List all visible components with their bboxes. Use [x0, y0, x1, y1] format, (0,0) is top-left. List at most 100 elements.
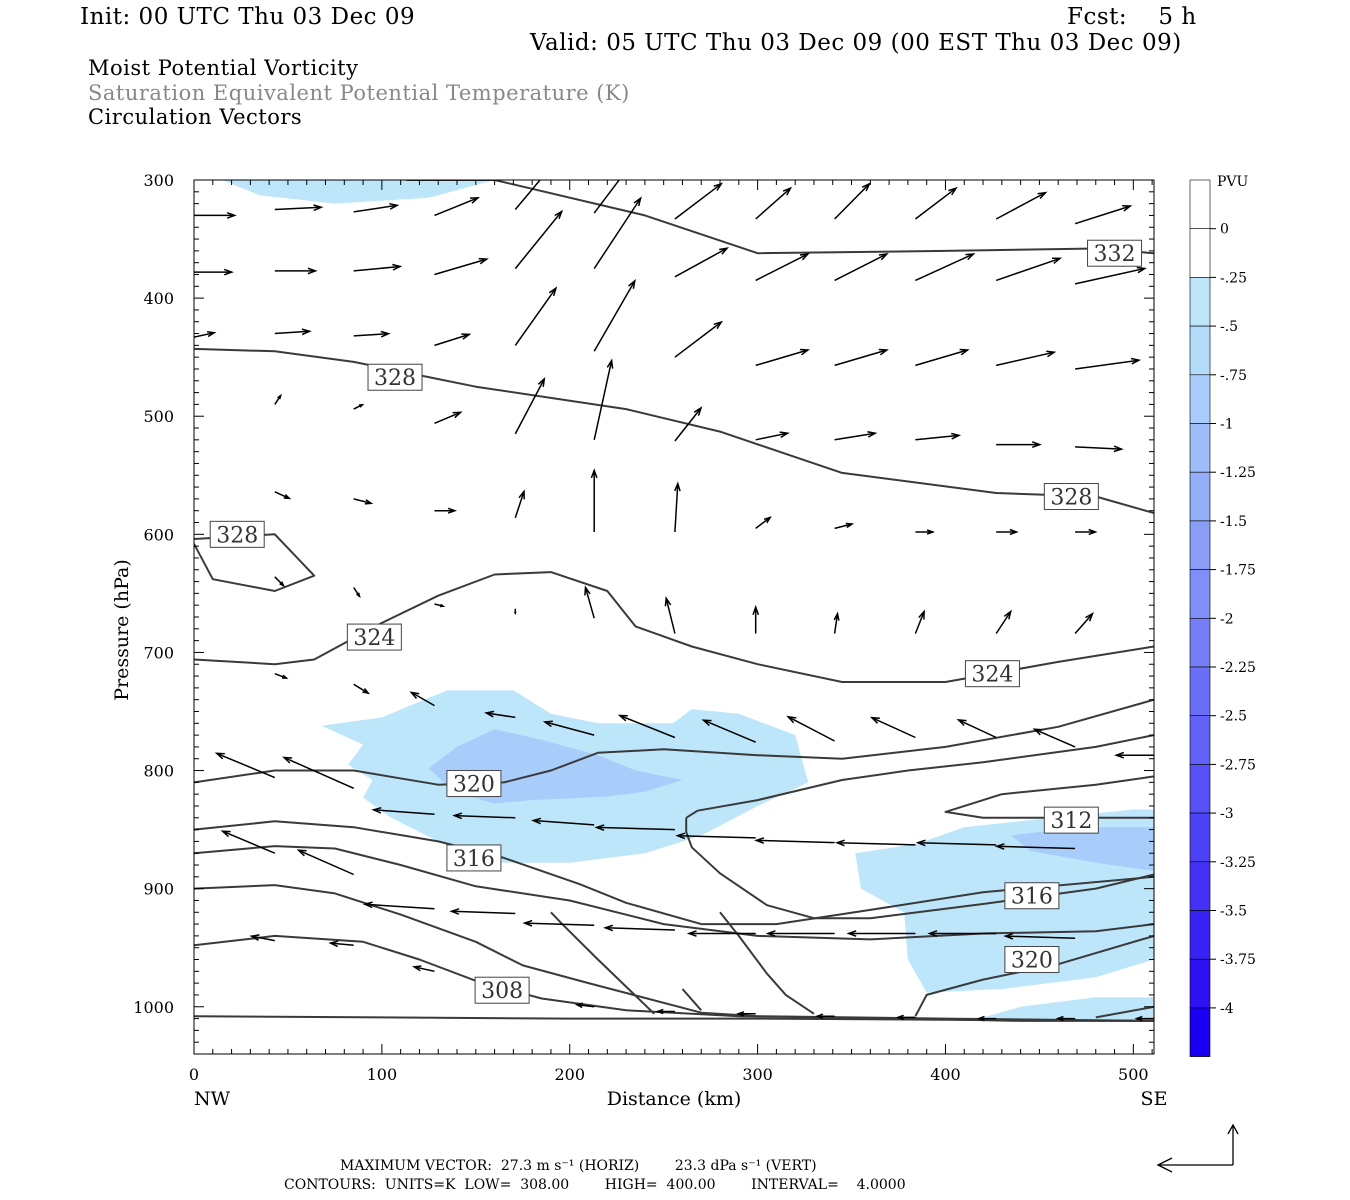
circulation-vector [736, 1011, 756, 1017]
x-tick-label: 400 [930, 1065, 961, 1084]
circulation-vector [976, 1015, 997, 1022]
contour-label: 320 [1011, 949, 1053, 974]
y-tick-label: 800 [143, 762, 174, 781]
circulation-vector [371, 806, 435, 815]
pv-region-0 [222, 180, 495, 204]
theta-contour-11 [719, 911, 815, 1015]
theta-contour-14 [685, 734, 1154, 819]
colorbar-swatch [1189, 277, 1211, 327]
circulation-vector [675, 832, 756, 840]
circulation-vector [328, 940, 354, 948]
theta-contour-5 [194, 820, 1154, 926]
circulation-vector [593, 279, 636, 352]
contour-label-box [446, 770, 502, 798]
contour-label: 324 [971, 663, 1013, 688]
colorbar-swatch [1189, 325, 1211, 376]
colorbar-tick-label: 0 [1220, 222, 1229, 238]
x-axis-label: Distance (km) [607, 1088, 742, 1110]
circulation-vector [1074, 357, 1142, 370]
circulation-vector [996, 528, 1019, 536]
circulation-vector [188, 560, 194, 561]
circulation-vector [1003, 932, 1076, 940]
circulation-vector [194, 268, 234, 276]
colorbar-swatch [1189, 569, 1211, 619]
pv-region-4 [1011, 827, 1154, 871]
circulation-vector [674, 406, 703, 442]
colorbar-swatch [1189, 958, 1211, 1009]
contour-label-box [1043, 806, 1099, 834]
y-tick-label: 500 [143, 407, 174, 426]
colorbar-swatch [1189, 764, 1211, 814]
circulation-vector [194, 857, 195, 858]
circulation-vector [755, 516, 772, 529]
circulation-vector [434, 196, 481, 217]
max-vector-note: MAXIMUM VECTOR: 27.3 m s⁻¹ (HORIZ) 23.3 … [340, 1158, 817, 1174]
circulation-vector [834, 182, 871, 220]
circulation-vector [593, 196, 642, 270]
circulation-vector [434, 333, 472, 347]
contour-label: 332 [1094, 242, 1136, 267]
theta-contour-0 [406, 180, 1154, 255]
colorbar: 0 -.25 -.5 -.75 -1 -1.25 -1.5 -1.75 -2 -2.25 -2.5 -… [1189, 179, 1256, 1057]
circulation-vector [914, 186, 958, 220]
contour-label: 328 [374, 366, 416, 391]
colorbar-swatch [1189, 374, 1211, 424]
pv-region-5 [983, 997, 1154, 1021]
circulation-vector [220, 830, 276, 854]
circulation-vector [786, 715, 835, 742]
circulation-vector [915, 348, 970, 367]
circulation-vector [514, 608, 517, 616]
circulation-vector [956, 718, 997, 739]
y-axis-label: Pressure (hPa) [111, 559, 133, 701]
circulation-vector [594, 824, 675, 831]
colorbar-swatch [1189, 715, 1211, 765]
circulation-vector [814, 1013, 835, 1020]
x-tick-label: 500 [1118, 1065, 1149, 1084]
colorbar-tick-label: -3 [1220, 806, 1234, 822]
circulation-vector [1074, 205, 1133, 225]
circulation-vector [574, 1002, 595, 1009]
circulation-vector [869, 716, 916, 739]
colorbar-swatch [1189, 228, 1211, 278]
theta-contour-10 [550, 911, 655, 1015]
circulation-vector [834, 252, 889, 282]
circulation-vector [895, 1014, 916, 1021]
colorbar-tick-label: -3.75 [1220, 952, 1256, 968]
circulation-vector [996, 441, 1042, 449]
circulation-vector [1055, 1015, 1076, 1022]
x-end-label-se: SE [1141, 1088, 1168, 1110]
title-theta-es: Saturation Equivalent Potential Temperat… [88, 81, 630, 105]
circulation-vector [362, 901, 435, 910]
contour-label-box [1004, 946, 1060, 974]
colorbar-swatch [1189, 1007, 1211, 1057]
circulation-vector [655, 1008, 675, 1015]
colorbar-tick-label: -.75 [1220, 368, 1247, 384]
theta-contour-6 [194, 845, 1154, 941]
circulation-vector [353, 202, 400, 213]
circulation-vector [1074, 266, 1147, 285]
circulation-vector [590, 468, 598, 532]
contour-label-box [1004, 882, 1060, 910]
circulation-vector [1075, 528, 1098, 536]
theta-contour-15 [914, 934, 1154, 1017]
circulation-vector [834, 522, 855, 530]
x-tick-label: 300 [742, 1065, 773, 1084]
contour-label: 320 [453, 773, 495, 798]
theta-contour-12 [681, 988, 702, 1011]
circulation-vector [274, 576, 286, 588]
colorbar-unit: PVU [1217, 174, 1249, 190]
colorbar-swatch [1189, 520, 1211, 570]
theta-contour-layer [194, 180, 1154, 1022]
y-tick-label: 700 [143, 643, 174, 662]
circulation-vector [593, 358, 614, 440]
contour-label-box [346, 623, 402, 651]
circulation-vector [674, 182, 724, 220]
circulation-vector [514, 180, 542, 210]
title-circulation: Circulation Vectors [88, 105, 303, 129]
colorbar-tick-label: -4 [1220, 1001, 1234, 1017]
circulation-vector [434, 411, 463, 424]
circulation-vector [755, 252, 810, 282]
circulation-vector [531, 817, 595, 826]
colorbar-swatch [1189, 423, 1211, 473]
